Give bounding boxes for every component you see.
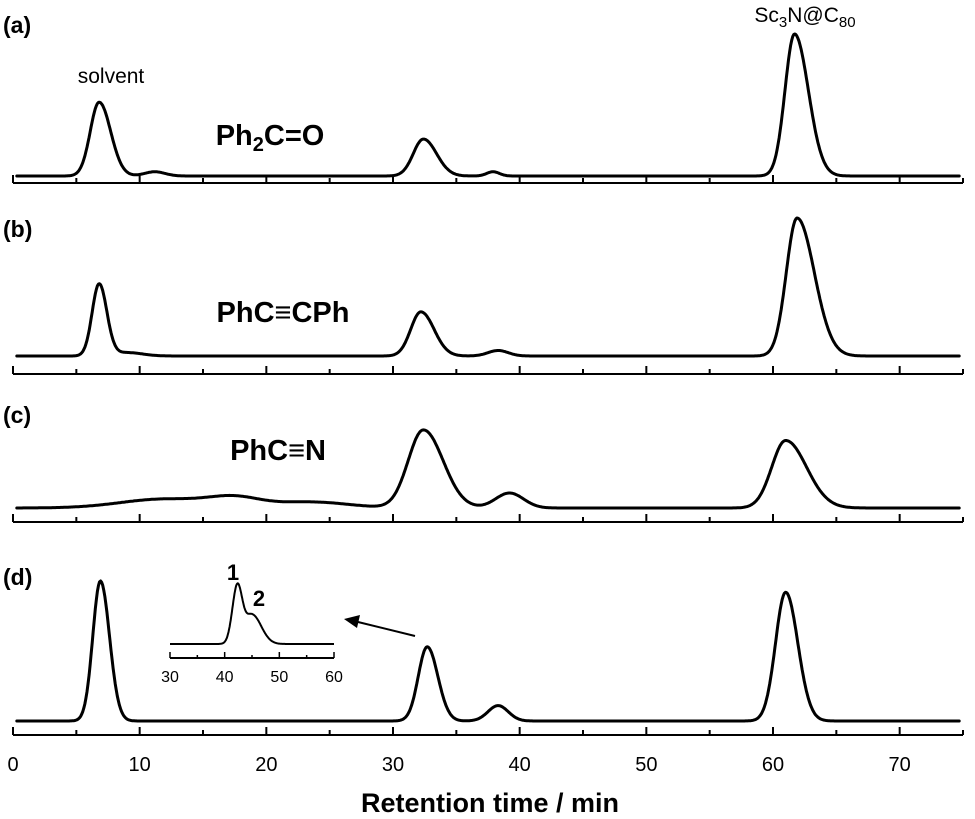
panel-d: (d) <box>3 564 964 736</box>
arrow-shaft <box>357 621 416 637</box>
x-tick-label: 50 <box>635 754 657 776</box>
x-tick-label: 40 <box>509 754 531 776</box>
chromatogram-trace <box>15 216 961 358</box>
inset-trace <box>169 582 335 645</box>
inset-peak-label: 1 <box>227 560 239 585</box>
compound-label: Ph2C=O <box>216 120 325 156</box>
chromatogram-trace <box>15 32 961 178</box>
panel-label: (c) <box>3 402 31 428</box>
solvent-annotation: solvent <box>78 65 145 88</box>
panels-group: (a) Ph2C=O (b) PhC≡CPh (c) PhC≡N (d) <box>3 12 964 736</box>
inset-tick-label: 40 <box>216 669 234 686</box>
x-tick-label: 0 <box>7 754 18 776</box>
compound-label: PhC≡N <box>230 435 326 467</box>
inset-tick-label: 60 <box>325 669 343 686</box>
panel-label: (b) <box>3 216 32 242</box>
inset-tick-label: 50 <box>270 669 288 686</box>
chromatogram-trace <box>15 428 961 510</box>
x-tick-label: 20 <box>255 754 277 776</box>
inset-peak-label: 2 <box>253 586 265 611</box>
x-tick-label: 70 <box>889 754 911 776</box>
panel-label: (d) <box>3 564 32 590</box>
product-annotation: Sc3N@C80 <box>754 4 855 31</box>
x-axis-title: Retention time / min <box>361 788 619 818</box>
panel-b: (b) PhC≡CPh <box>3 216 964 375</box>
inset-arrow <box>344 615 416 637</box>
x-tick-label: 60 <box>762 754 784 776</box>
inset-tick-label: 30 <box>161 669 179 686</box>
compound-subscript: 2 <box>253 134 264 156</box>
x-axis: 0 10 20 30 40 50 60 70 <box>7 754 910 776</box>
chromatogram-trace <box>15 579 961 723</box>
x-tick-label: 10 <box>129 754 151 776</box>
inset-chromatogram: 30 40 50 60 12 <box>161 560 343 686</box>
compound-label: PhC≡CPh <box>217 297 350 329</box>
panel-c: (c) PhC≡N <box>3 402 964 523</box>
x-tick-label: 30 <box>382 754 404 776</box>
panel-label: (a) <box>3 12 31 38</box>
panel-a: (a) Ph2C=O <box>3 12 964 184</box>
arrow-head <box>344 615 360 628</box>
